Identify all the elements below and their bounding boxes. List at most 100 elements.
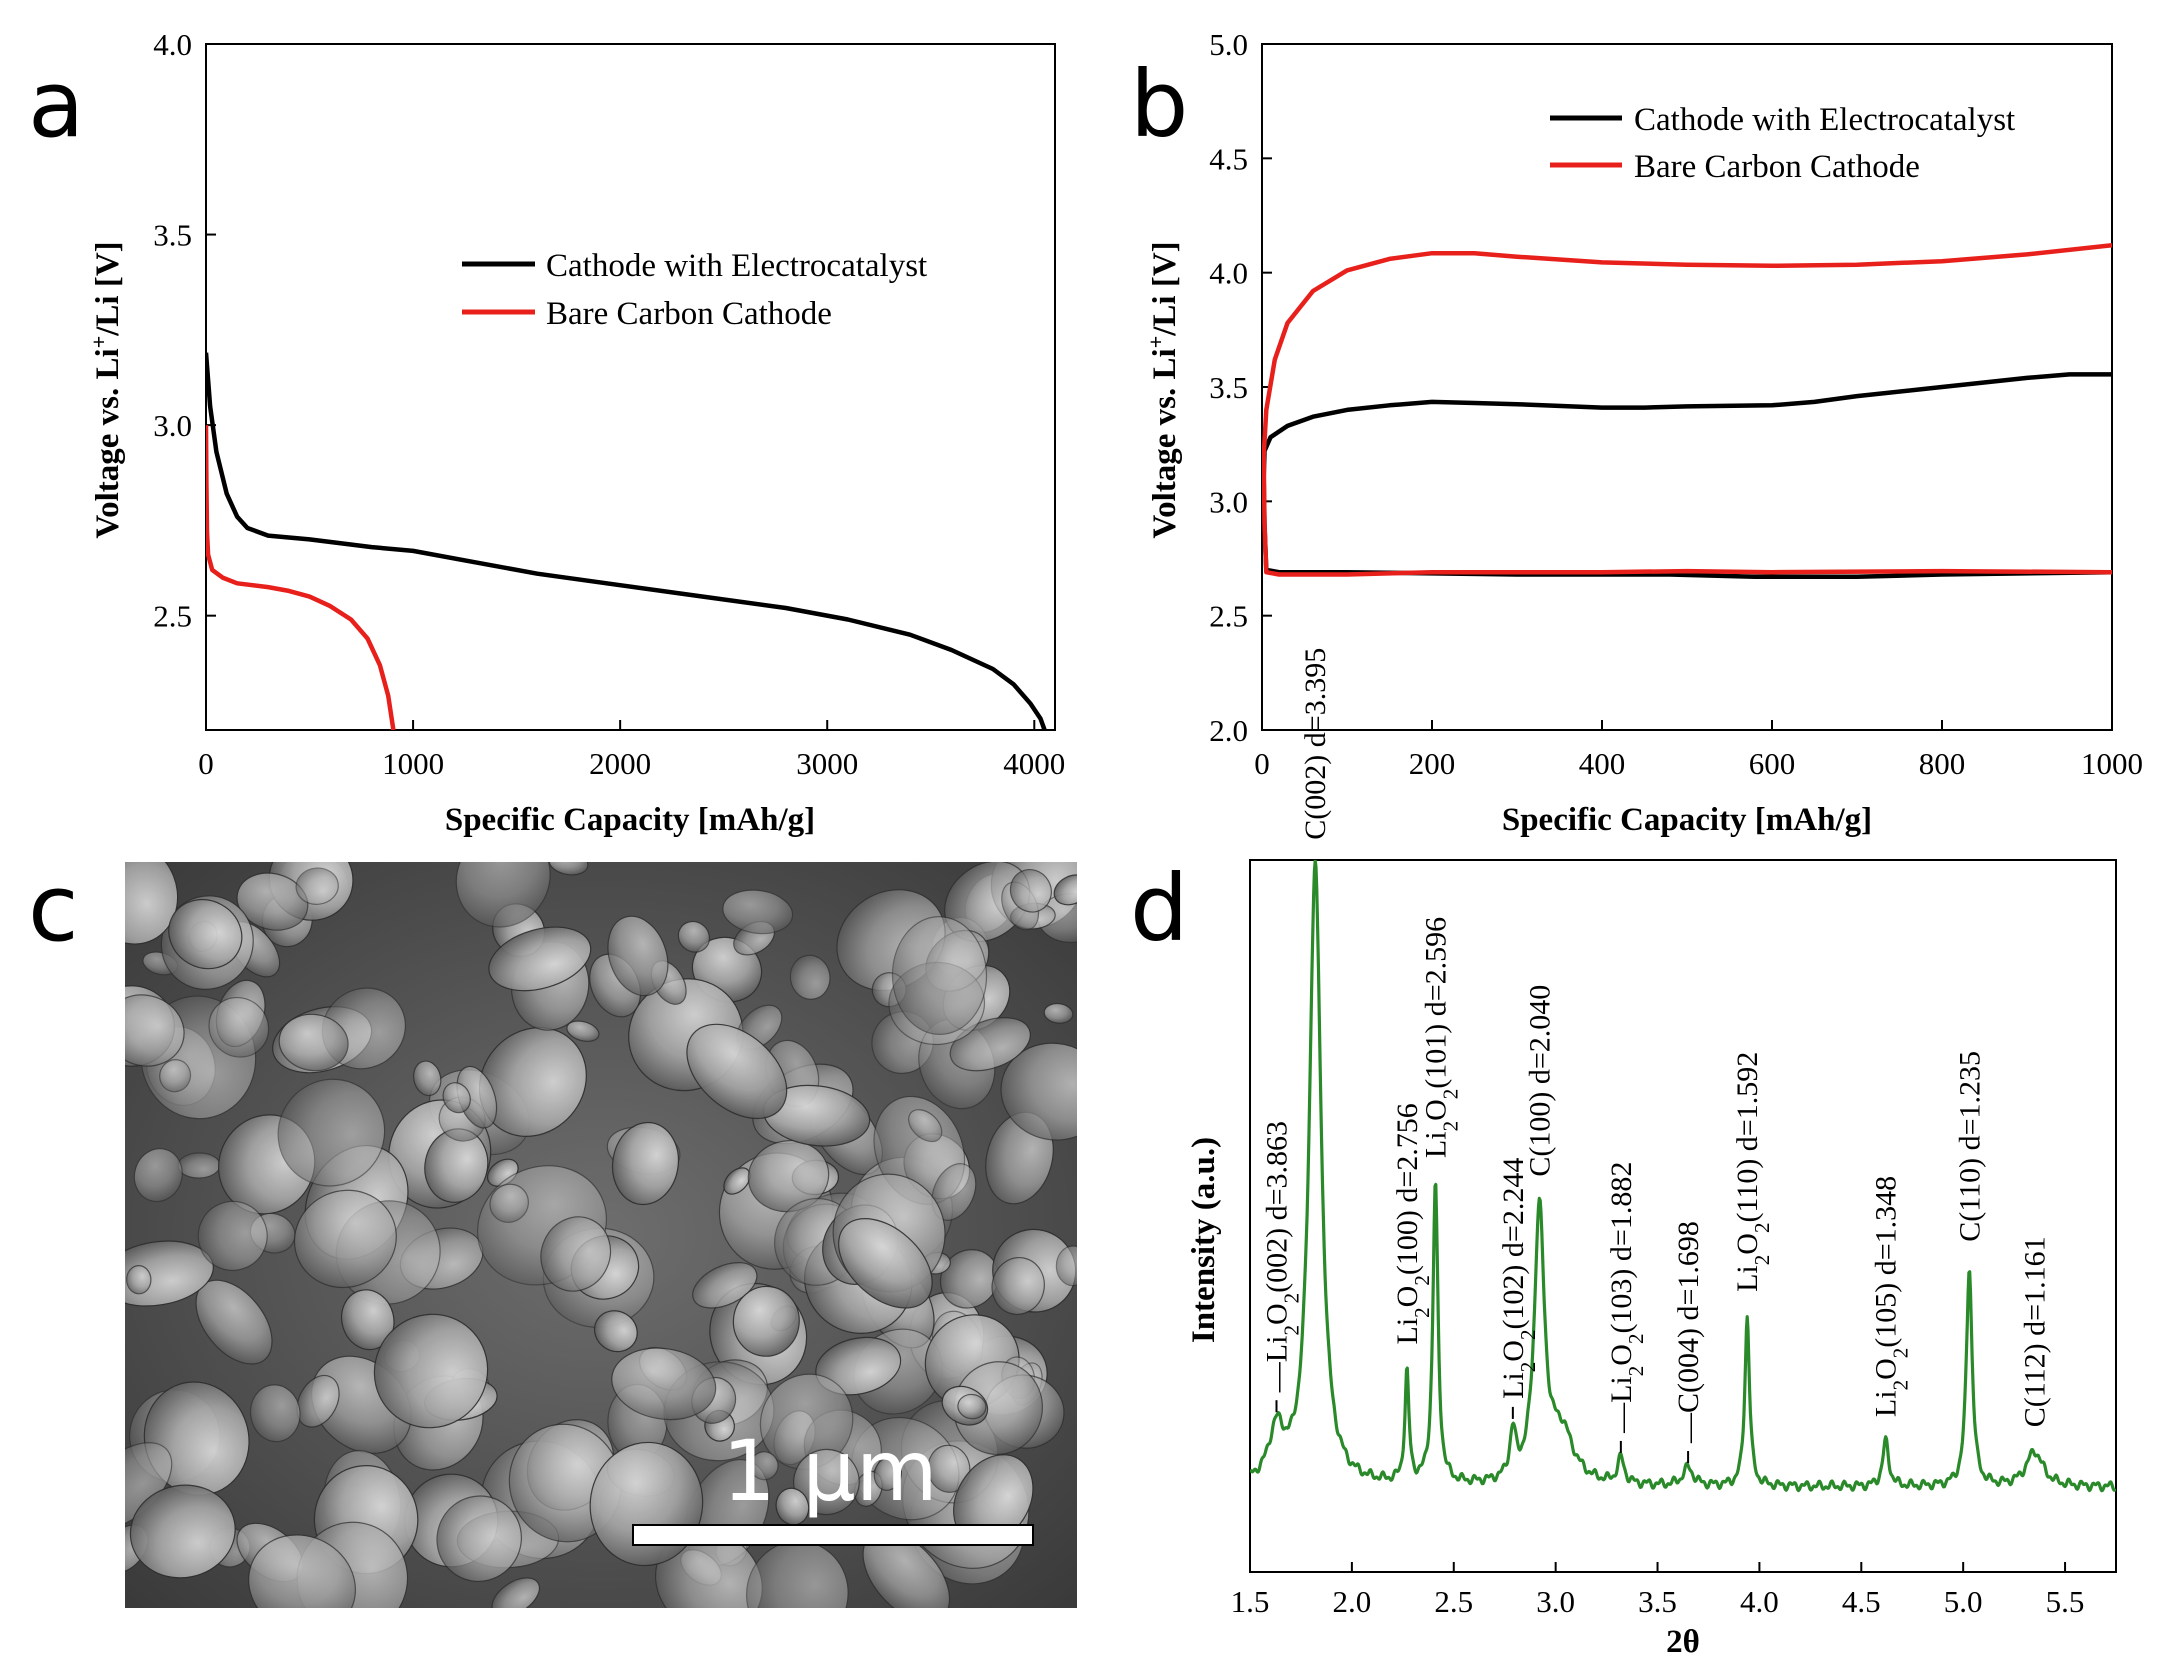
- sem-particle: [927, 1444, 971, 1493]
- y-tick-label: 4.0: [153, 27, 192, 62]
- sem-particle: [177, 1152, 221, 1179]
- x-tick-label: 3.5: [1638, 1584, 1677, 1619]
- sem-particle: [168, 898, 243, 970]
- panel-b-frame: [1261, 43, 2113, 731]
- xrd-pattern-line: [1250, 860, 2116, 1493]
- x-tick-label: 1000: [2081, 746, 2143, 781]
- sem-particle: [129, 1484, 236, 1579]
- sem-particle: [126, 1265, 152, 1295]
- peak-label: Li2O2(105) d=1.348: [1870, 1176, 1913, 1417]
- x-tick-label: 3.0: [1536, 1584, 1575, 1619]
- sem-particle: [692, 1262, 758, 1309]
- sem-particle: [436, 1495, 522, 1583]
- sem-particle: [607, 915, 669, 997]
- sem-particle: [248, 1534, 356, 1608]
- legend-label-catalyst-b: Cathode with Electrocatalyst: [1634, 102, 2015, 138]
- series-line-0: [1262, 372, 2112, 580]
- sem-particle: [442, 1082, 471, 1114]
- x-tick-label: 200: [1409, 746, 1456, 781]
- sem-particle: [491, 1577, 541, 1608]
- sem-particle: [566, 1020, 600, 1043]
- sem-particle: [723, 1167, 751, 1195]
- sem-particle: [759, 1373, 854, 1470]
- sem-particle: [208, 996, 270, 1058]
- y-tick-label: 3.0: [153, 408, 192, 443]
- sem-particle: [611, 1121, 680, 1206]
- sem-particle: [489, 1183, 529, 1223]
- sem-particle: [873, 1457, 903, 1491]
- sem-particle: [293, 1189, 397, 1289]
- panel-a-xlabel: Specific Capacity [mAh/g]: [445, 802, 815, 838]
- x-tick-label: 3000: [796, 746, 858, 781]
- x-tick-label: 0: [1254, 746, 1270, 781]
- legend-label-bare: Bare Carbon Cathode: [546, 296, 832, 332]
- sem-particles: [125, 862, 1077, 1608]
- x-tick-label: 2.5: [1434, 1584, 1473, 1619]
- sem-particle: [611, 1347, 717, 1421]
- sem-particle: [957, 1393, 987, 1420]
- legend-label-bare-b: Bare Carbon Cathode: [1634, 149, 1920, 185]
- panel-d-frame: [1249, 859, 2117, 1573]
- sem-particle: [488, 926, 592, 992]
- sem-particle: [991, 1257, 1045, 1315]
- sem-particle: [1000, 1042, 1077, 1141]
- sem-particle: [133, 1148, 183, 1203]
- sem-particle: [159, 1059, 192, 1093]
- panel-d-xlabel: 2θ: [1666, 1624, 1700, 1660]
- peak-label: —Li2O2(002) d=3.863: [1261, 1121, 1304, 1393]
- x-tick-label: 600: [1749, 746, 1796, 781]
- x-tick-label: 400: [1579, 746, 1626, 781]
- peak-label: Li2O2(110) d=1.592: [1731, 1052, 1774, 1292]
- sem-particle: [891, 916, 988, 1035]
- x-tick-label: 4.5: [1842, 1584, 1881, 1619]
- sem-particle: [686, 1023, 788, 1120]
- sem-scale-label: 1 μm: [722, 1422, 937, 1520]
- peak-label: C(002) d=3.395: [1299, 648, 1332, 840]
- y-tick-label: 5.0: [1209, 27, 1248, 62]
- x-tick-label: 4.0: [1740, 1584, 1779, 1619]
- panel-b-legend: Cathode with Electrocatalyst Bare Carbon…: [1550, 102, 2015, 185]
- peak-label: —C(004) d=1.698: [1672, 1221, 1705, 1444]
- y-tick-label: 2.0: [1209, 713, 1248, 748]
- sem-scale-bar: [632, 1524, 1034, 1546]
- panel-b-xlabel: Specific Capacity [mAh/g]: [1502, 802, 1872, 838]
- y-tick-label: 3.5: [1209, 370, 1248, 405]
- panel-letter-d: d: [1130, 855, 1188, 962]
- panel-c-sem-image: 1 μm: [125, 862, 1077, 1608]
- sem-particle: [373, 1313, 489, 1429]
- panel-letter-b: b: [1130, 51, 1188, 158]
- sem-particle: [125, 862, 179, 945]
- x-tick-label: 4000: [1003, 746, 1065, 781]
- sem-particle: [1043, 1002, 1074, 1024]
- peak-label: Li2O2(101) d=2.596: [1419, 917, 1462, 1158]
- sem-particle: [295, 867, 339, 905]
- legend-label-catalyst: Cathode with Electrocatalyst: [546, 248, 927, 284]
- x-tick-label: 2000: [589, 746, 651, 781]
- x-tick-label: 0: [198, 746, 214, 781]
- panel-b-ylabel: Voltage vs. Li+/Li [V]: [1143, 241, 1184, 538]
- sem-particle: [593, 1310, 638, 1353]
- panel-d-chart: 1.5 2.0 2.5 3.0 3.5 4.0 4.5 5.0 5.5 —Li2O2(002) …: [1186, 648, 2117, 1660]
- sem-particle: [1053, 874, 1077, 906]
- series-line-0: [206, 352, 1047, 730]
- peak-label: C(100) d=2.040: [1523, 985, 1556, 1177]
- sem-particle: [1009, 869, 1052, 913]
- y-tick-label: 4.5: [1209, 141, 1248, 176]
- y-tick-label: 2.5: [1209, 599, 1248, 634]
- sem-particle: [249, 1384, 301, 1443]
- sem-particle: [478, 1027, 587, 1137]
- x-tick-label: 1000: [382, 746, 444, 781]
- panel-letter-c: c: [28, 855, 79, 962]
- sem-particle: [412, 1060, 442, 1097]
- sem-particle: [278, 1013, 349, 1072]
- panel-letter-a: a: [28, 51, 84, 158]
- sem-particle: [722, 889, 794, 935]
- panel-a-legend: Cathode with Electrocatalyst Bare Carbon…: [462, 248, 927, 332]
- sem-particle: [789, 954, 831, 1000]
- peak-label: Li2O2(102) d=2.244: [1497, 1158, 1540, 1399]
- series-line-1: [206, 425, 396, 730]
- sem-particle: [732, 1285, 800, 1357]
- peak-label: —Li2O2(103) d=1.882: [1605, 1162, 1648, 1434]
- x-tick-label: 2.0: [1333, 1584, 1372, 1619]
- sem-particle: [1055, 1245, 1077, 1287]
